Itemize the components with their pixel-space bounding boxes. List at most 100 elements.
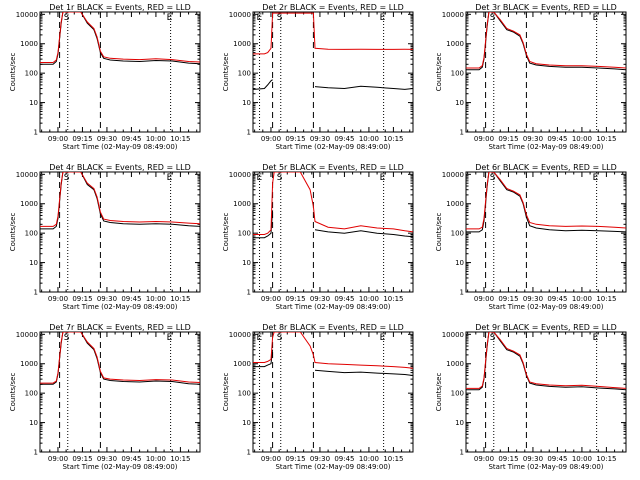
panel-title: Det 9r BLACK = Events, RED = LLD xyxy=(475,323,617,332)
x-tick-label: 09:30 xyxy=(310,295,330,303)
series-line-events xyxy=(253,349,413,376)
x-axis-label: Start Time (02-May-09 08:49:00) xyxy=(488,143,603,151)
x-tick-label: 10:00 xyxy=(359,295,379,303)
panel-det-7: Det 7r BLACK = Events, RED = LLD 1 10 100 10… xyxy=(9,323,201,471)
x-tick-label: 09:00 xyxy=(261,135,281,143)
y-tick-label: 1 xyxy=(247,289,251,297)
panel-title: Det 2r BLACK = Events, RED = LLD xyxy=(262,3,404,12)
y-tick-label: 10 xyxy=(455,259,464,267)
x-axis-label: Start Time (02-May-09 08:49:00) xyxy=(275,303,390,311)
x-tick-label: 09:15 xyxy=(498,295,518,303)
y-tick-label: 10000 xyxy=(229,171,251,179)
y-tick-label: 10000 xyxy=(442,11,464,19)
marker-letter: S xyxy=(277,333,283,343)
x-tick-label: 09:15 xyxy=(72,295,92,303)
x-tick-label: 10:00 xyxy=(572,135,592,143)
y-tick-label: 10 xyxy=(242,259,251,267)
series-line-lld xyxy=(466,332,626,389)
y-tick-label: 10000 xyxy=(442,171,464,179)
plot-frame xyxy=(465,331,627,453)
marker-letter: S xyxy=(490,173,496,183)
x-tick-label: 10:15 xyxy=(596,135,616,143)
y-tick-label: 1 xyxy=(247,449,251,457)
y-tick-label: 1000 xyxy=(20,200,38,208)
y-axis-label: Counts/sec xyxy=(222,213,230,252)
series-line-events xyxy=(253,210,413,239)
marker-letter: S xyxy=(64,13,70,23)
y-tick-label: 100 xyxy=(25,230,38,238)
x-tick-label: 09:00 xyxy=(261,295,281,303)
x-tick-label: 10:00 xyxy=(359,135,379,143)
panel-title: Det 7r BLACK = Events, RED = LLD xyxy=(49,323,191,332)
x-tick-label: 10:15 xyxy=(383,135,403,143)
y-tick-label: 100 xyxy=(25,70,38,78)
y-tick-label: 1000 xyxy=(20,40,38,48)
marker-letter: E xyxy=(593,333,599,343)
x-tick-label: 10:15 xyxy=(596,455,616,463)
y-tick-label: 10 xyxy=(29,419,38,427)
x-tick-label: 09:15 xyxy=(72,455,92,463)
x-tick-label: 09:30 xyxy=(523,295,543,303)
series-line-lld xyxy=(253,172,413,235)
x-tick-label: 09:15 xyxy=(285,455,305,463)
x-tick-label: 09:45 xyxy=(547,455,567,463)
marker-letter: E xyxy=(167,333,173,343)
y-tick-label: 10000 xyxy=(229,331,251,339)
y-tick-label: 100 xyxy=(238,70,251,78)
y-tick-label: 1000 xyxy=(446,360,464,368)
marker-letter: E xyxy=(593,173,599,183)
marker-letter: E xyxy=(380,13,386,23)
y-axis-label: Counts/sec xyxy=(9,213,17,252)
y-tick-label: 10000 xyxy=(16,331,38,339)
y-axis-label: Counts/sec xyxy=(9,53,17,92)
marker-letter: S xyxy=(64,173,70,183)
marker-letter: S xyxy=(490,333,496,343)
x-tick-label: 09:00 xyxy=(48,455,68,463)
marker-letter: S xyxy=(490,13,496,23)
x-axis-label: Start Time (02-May-09 08:49:00) xyxy=(275,463,390,471)
marker-letter: E xyxy=(257,333,263,343)
panel-det-2: Det 2r BLACK = Events, RED = LLD 1 10 100 10… xyxy=(222,3,414,151)
panel-title: Det 4r BLACK = Events, RED = LLD xyxy=(49,163,191,172)
panel-det-6: Det 6r BLACK = Events, RED = LLD 1 10 100 10… xyxy=(435,163,627,311)
series-line-lld xyxy=(466,12,626,69)
x-axis-label: Start Time (02-May-09 08:49:00) xyxy=(488,303,603,311)
marker-letter: E xyxy=(167,173,173,183)
x-tick-label: 10:15 xyxy=(170,455,190,463)
marker-letter: E xyxy=(167,13,173,23)
x-tick-label: 09:30 xyxy=(523,135,543,143)
y-tick-label: 1 xyxy=(460,289,464,297)
series-line-lld xyxy=(253,12,413,55)
x-tick-label: 10:00 xyxy=(146,135,166,143)
panel-det-4: Det 4r BLACK = Events, RED = LLD 1 10 100 10… xyxy=(9,163,201,311)
panel-det-3: Det 3r BLACK = Events, RED = LLD 1 10 100 10… xyxy=(435,3,627,151)
y-tick-label: 1 xyxy=(247,129,251,137)
x-tick-label: 09:45 xyxy=(334,455,354,463)
y-axis-label: Counts/sec xyxy=(222,373,230,412)
x-tick-label: 09:45 xyxy=(121,135,141,143)
series-line-lld xyxy=(40,12,200,63)
x-tick-label: 09:45 xyxy=(334,135,354,143)
marker-letter: S xyxy=(277,173,283,183)
x-tick-label: 09:15 xyxy=(285,135,305,143)
marker-letter: S xyxy=(64,333,70,343)
y-tick-label: 10 xyxy=(455,99,464,107)
panel-det-5: Det 5r BLACK = Events, RED = LLD 1 10 100 10… xyxy=(222,163,414,311)
y-tick-label: 1 xyxy=(34,289,38,297)
x-tick-label: 10:00 xyxy=(146,455,166,463)
y-tick-label: 10000 xyxy=(16,171,38,179)
panel-title: Det 5r BLACK = Events, RED = LLD xyxy=(262,163,404,172)
y-tick-label: 1 xyxy=(34,129,38,137)
series-line-lld xyxy=(253,332,413,369)
y-axis-label: Counts/sec xyxy=(435,373,443,412)
x-tick-label: 10:15 xyxy=(170,135,190,143)
x-tick-label: 10:15 xyxy=(383,455,403,463)
panel-title: Det 8r BLACK = Events, RED = LLD xyxy=(262,323,404,332)
plot-frame xyxy=(39,171,201,293)
plot-frame xyxy=(252,171,414,293)
x-axis-label: Start Time (02-May-09 08:49:00) xyxy=(275,143,390,151)
x-tick-label: 10:00 xyxy=(146,295,166,303)
y-tick-label: 1 xyxy=(460,129,464,137)
panel-det-1: Det 1r BLACK = Events, RED = LLD 1 10 100 10… xyxy=(9,3,201,151)
